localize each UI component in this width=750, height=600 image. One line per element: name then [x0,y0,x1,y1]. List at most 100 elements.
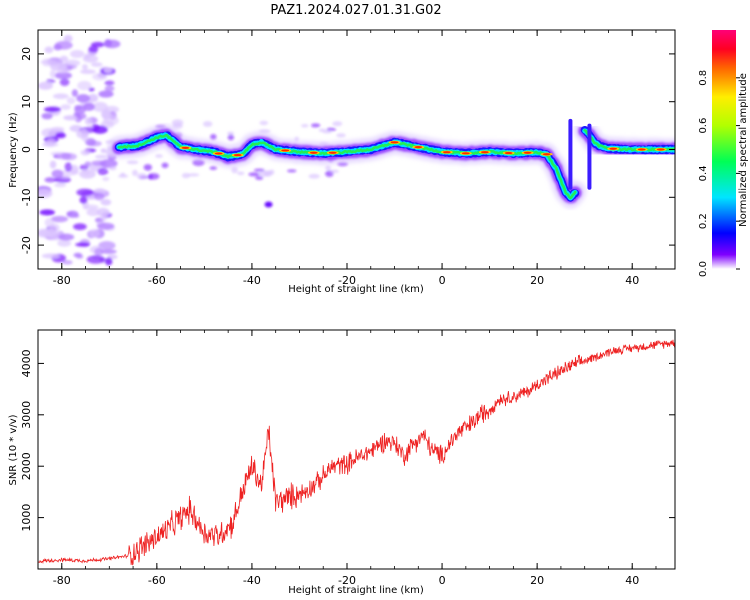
noise-patch [93,192,105,201]
noise-patch [64,162,72,172]
snr-x-tick-label: -80 [53,574,71,587]
noise-patch [57,239,72,247]
colorbar-tick-label: 0.6 [698,118,709,134]
noise-patch [79,196,88,204]
noise-patch [325,165,332,171]
noise-patch [62,260,73,265]
ridge-hotspot-core [461,152,470,155]
snr-y-tick-label: 1000 [20,504,33,532]
noise-patch [80,69,96,75]
noise-patch [126,160,139,165]
noise-patch [255,175,264,180]
noise-patch [91,160,107,166]
noise-patch [50,215,69,223]
noise-patch [248,172,260,177]
noise-patch [97,167,109,176]
noise-patch [76,254,84,259]
noise-patch [330,169,339,174]
noise-patch [97,222,115,230]
noise-patch [54,71,73,80]
noise-patch [41,253,60,259]
spectrogram-ticks: -80 -60 -40 -20 0 20 40 -20 -10 0 10 20 [20,30,675,287]
noise-patch [88,87,95,92]
noise-patch [76,94,91,103]
colorbar-gradient [712,30,736,269]
noise-patch [74,105,87,114]
noise-patch [187,173,200,177]
noise-patch [181,172,191,179]
noise-patch [326,127,337,132]
noise-patch [269,169,275,175]
ridge-hotspot-core [504,151,513,155]
noise-patch [104,85,115,92]
noise-patch [104,257,113,266]
noise-patch [237,171,245,176]
noise-patch [210,133,217,140]
noise-patch [84,53,91,60]
snr-x-tick-label: 0 [439,574,446,587]
noise-patch [84,161,92,167]
colorbar-tick-label: 0.0 [698,261,709,277]
noise-patch [43,106,61,113]
noise-patch [46,138,57,147]
noise-patch [60,104,71,110]
ridge-hotspot-core [609,147,618,150]
noise-patch [258,170,271,177]
noise-patch [136,173,148,180]
noise-patch [90,62,103,67]
noise-patch [98,90,114,98]
spectrogram-y-tick-label: 10 [20,95,33,109]
snr-frame [37,329,676,570]
spectrogram-x-tick-label: 40 [625,274,639,287]
noise-patch [100,148,107,154]
noise-patch [94,154,109,159]
noise-patch [82,170,91,176]
ridge-hotspot-core [390,141,399,144]
noise-patch [308,173,320,179]
spectrogram-x-tick-label: -80 [53,274,71,287]
noise-patch [73,213,80,218]
noise-patch [83,204,99,210]
noise-patch [310,123,321,128]
noise-patch [41,112,53,120]
spectrogram-panel: -80 -60 -40 -20 0 20 40 -20 -10 0 10 20 Height of s… [8,29,676,295]
noise-patch [77,80,92,91]
spectrogram-x-tick-label: 0 [439,274,446,287]
noise-patch [259,120,269,126]
spectrogram-x-tick-label: -40 [243,274,261,287]
noise-patch [64,59,81,67]
noise-patch [103,115,119,126]
noise-patch [155,154,163,158]
noise-patch [39,209,55,216]
noise-patch [89,228,100,238]
noise-patch [40,60,57,65]
spectrogram-x-tick-label: -60 [148,274,166,287]
spectrogram-x-tick-label: -20 [338,274,356,287]
snr-x-axis-label: Height of straight line (km) [288,585,424,596]
noise-patch [301,124,309,128]
ridge-hotspot-core [328,151,337,154]
spectrogram-ridge-layer [107,116,675,209]
noise-patch [54,182,67,188]
noise-patch [132,169,138,177]
noise-patch [63,115,79,121]
noise-patch [71,89,79,97]
noise-patch [100,199,112,206]
noise-patch [56,67,69,74]
noise-patch [82,102,95,111]
colorbar-tick-label: 0.4 [698,165,709,181]
ridge-hotspot-core [233,153,242,157]
noise-patch [50,126,65,133]
ridge-hotspot-core [523,151,532,154]
noise-patch [264,201,273,208]
noise-patch [59,55,69,63]
colorbar-tick-label: 0.2 [698,213,709,229]
colorbar: 0.0 0.2 0.4 0.6 0.8 Normalized spectral ampl… [698,30,749,277]
noise-patch [76,129,89,139]
noise-patch [118,174,129,178]
noise-patch [80,149,90,156]
snr-x-tick-label: 40 [625,574,639,587]
ridge-hotspot-core [656,148,665,151]
noise-patch [98,241,116,250]
snr-background [38,330,675,569]
